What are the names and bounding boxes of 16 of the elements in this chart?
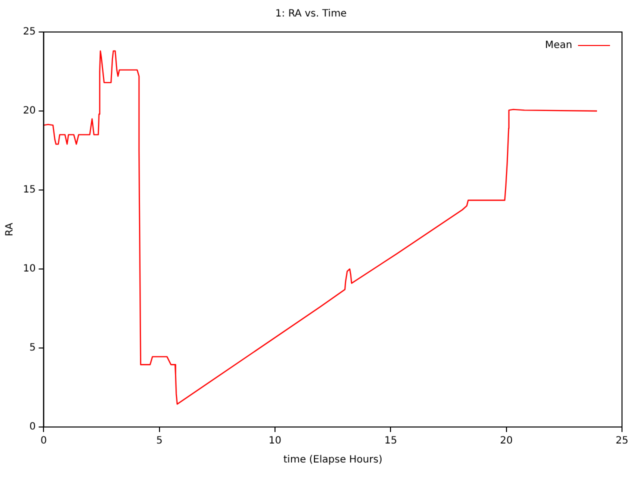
y-tick-label: 10 bbox=[22, 264, 36, 275]
legend-label: Mean bbox=[545, 40, 572, 51]
y-tick-label: 20 bbox=[22, 106, 36, 117]
y-tick-label: 15 bbox=[22, 184, 36, 196]
x-tick-label: 15 bbox=[384, 436, 398, 447]
y-tick-label: 0 bbox=[29, 422, 36, 433]
y-axis-title: RA bbox=[4, 222, 16, 236]
y-tick-label: 5 bbox=[29, 342, 36, 354]
y-tick-label: 25 bbox=[22, 26, 36, 38]
x-tick-label: 10 bbox=[268, 436, 282, 447]
x-tick-label: 25 bbox=[616, 436, 628, 447]
x-tick-label: 0 bbox=[40, 436, 47, 447]
x-tick-label: 20 bbox=[500, 436, 513, 447]
chart-title: 1: RA vs. Time bbox=[275, 8, 347, 20]
x-axis-title: time (Elapse Hours) bbox=[283, 454, 382, 466]
x-tick-label: 5 bbox=[156, 436, 163, 447]
